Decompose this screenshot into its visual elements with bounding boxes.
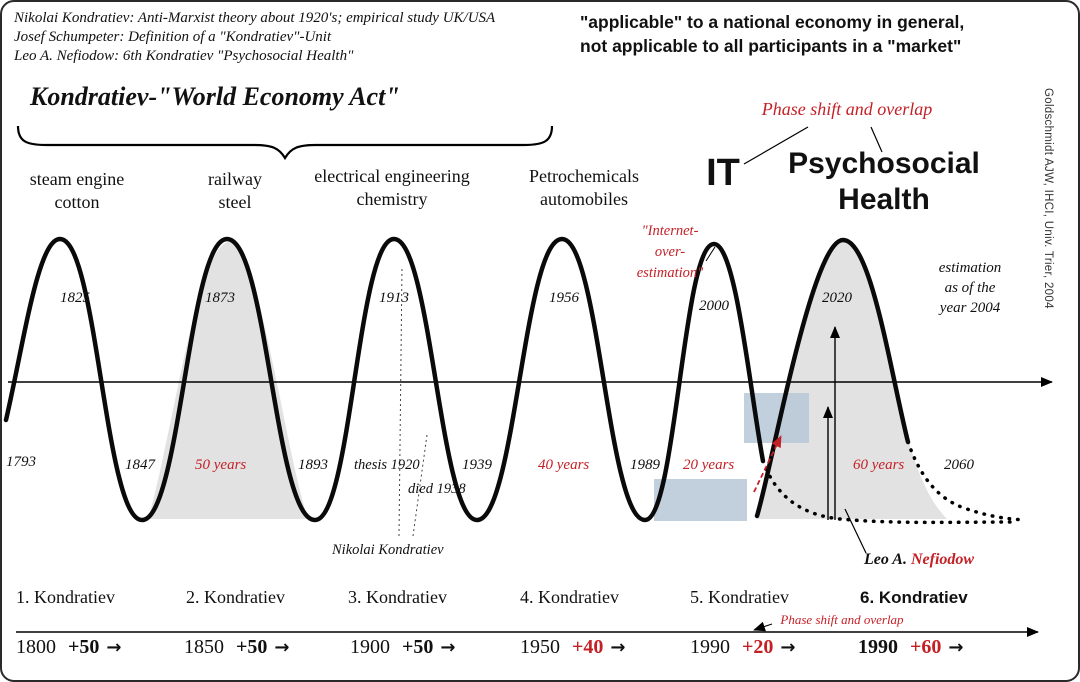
timeline-entry-1950: 1950 +40 → bbox=[520, 636, 626, 658]
phase-shift-bottom-label: Phase shift and overlap bbox=[780, 612, 904, 627]
thesis-note: thesis 1920 bbox=[354, 457, 420, 473]
header-note-schumpeter: Josef Schumpeter: Definition of a "Kondr… bbox=[14, 29, 332, 45]
duration-40-years: 40 years bbox=[538, 457, 590, 473]
gray-shade-wave2 bbox=[148, 242, 308, 519]
header-right-line1: "applicable" to a national economy in ge… bbox=[580, 12, 965, 32]
peak-year-1956: 1956 bbox=[549, 290, 579, 306]
peak-year-1873: 1873 bbox=[205, 290, 235, 306]
sector-label-it: IT bbox=[706, 152, 740, 194]
bottom-timeline-axis bbox=[16, 621, 1039, 637]
wave6-up-arrows bbox=[823, 326, 840, 520]
internet-pointer-line bbox=[705, 246, 716, 262]
timeline-entry-1900: 1900 +50 → bbox=[350, 636, 456, 658]
header-note-kondratiev: Nikolai Kondratiev: Anti-Marxist theory … bbox=[14, 10, 496, 26]
kondratiev-2-label: 2. Kondratiev bbox=[186, 587, 285, 607]
header-left-notes: Nikolai Kondratiev: Anti-Marxist theory … bbox=[14, 9, 495, 66]
died-note: died 1938 bbox=[408, 481, 466, 497]
kondratiev-4-label: 4. Kondratiev bbox=[520, 587, 619, 607]
trough-year-1847: 1847 bbox=[125, 457, 155, 473]
overlap-rect-lower bbox=[654, 479, 747, 521]
timeline-entry-1990-60: 1990 +60 → bbox=[858, 636, 964, 658]
leo-nefiodow-label: Leo A. Nefiodow bbox=[864, 551, 975, 568]
kondratiev-5-label: 5. Kondratiev bbox=[690, 587, 789, 607]
peak-year-2000: 2000 bbox=[699, 298, 729, 314]
duration-60-years: 60 years bbox=[853, 457, 905, 473]
peak-year-1825: 1825 bbox=[60, 290, 90, 306]
nefiodow-connector-line bbox=[844, 508, 867, 554]
wave-curve-main bbox=[3, 236, 766, 523]
sector-label-electrical: electrical engineering chemistry bbox=[314, 166, 470, 209]
peak-year-1913: 1913 bbox=[379, 290, 409, 306]
nikolai-kondratiev-note: Nikolai Kondratiev bbox=[332, 542, 444, 558]
phase-shift-top-label: Phase shift and overlap bbox=[761, 99, 933, 119]
kondratiev-note-leaders bbox=[398, 265, 428, 537]
gray-shade-wave6 bbox=[758, 242, 947, 519]
phase-shift-pointer-lines bbox=[743, 126, 883, 165]
right-arrow-icon: → bbox=[440, 637, 456, 658]
sector-label-petrochemicals: Petrochemicals automobiles bbox=[529, 166, 639, 209]
kondratiev-3-label: 3. Kondratiev bbox=[348, 587, 447, 607]
trough-year-2060: 2060 bbox=[944, 457, 974, 473]
header-right-line2: not applicable to all participants in a … bbox=[580, 36, 962, 56]
timeline-entry-1850: 1850 +50 → bbox=[184, 636, 290, 658]
duration-20-years: 20 years bbox=[683, 457, 735, 473]
right-arrow-icon: → bbox=[780, 637, 796, 658]
credit-vertical-text: Goldschmidt AJW, IHCI, Univ. Trier, 2004 bbox=[1042, 88, 1054, 309]
right-arrow-icon: → bbox=[274, 637, 290, 658]
kondratiev-6-label: 6. Kondratiev bbox=[860, 588, 968, 607]
right-arrow-icon: → bbox=[106, 637, 122, 658]
sector-label-steam: steam engine cotton bbox=[29, 169, 125, 212]
peak-year-2020: 2020 bbox=[822, 290, 852, 306]
timeline-entry-1800: 1800 +50 → bbox=[16, 636, 122, 658]
header-right-note: "applicable" to a national economy in ge… bbox=[580, 10, 964, 58]
kondratiev-1-label: 1. Kondratiev bbox=[16, 587, 115, 607]
trough-year-1989: 1989 bbox=[630, 457, 660, 473]
timeline-entry-1990-20: 1990 +20 → bbox=[690, 636, 796, 658]
trough-year-1939: 1939 bbox=[462, 457, 492, 473]
trough-year-1793: 1793 bbox=[6, 454, 36, 470]
title-brace bbox=[16, 125, 554, 161]
duration-50-years: 50 years bbox=[195, 457, 247, 473]
page-title: Kondratiev-"World Economy Act" bbox=[30, 82, 400, 111]
sector-label-psychosocial: Psychosocial Health bbox=[788, 147, 980, 216]
right-arrow-icon: → bbox=[948, 637, 964, 658]
right-arrow-icon: → bbox=[610, 637, 626, 658]
overlap-red-arrow bbox=[753, 435, 782, 493]
sector-label-railway: railway steel bbox=[208, 169, 262, 212]
header-note-nefiodow: Leo A. Nefiodow: 6th Kondratiev "Psychos… bbox=[14, 48, 354, 64]
trough-year-1893: 1893 bbox=[298, 457, 328, 473]
estimation-note: estimation as of the year 2004 bbox=[938, 260, 1002, 316]
internet-overestimation-note: "Internet- over- estimation" bbox=[636, 223, 704, 281]
